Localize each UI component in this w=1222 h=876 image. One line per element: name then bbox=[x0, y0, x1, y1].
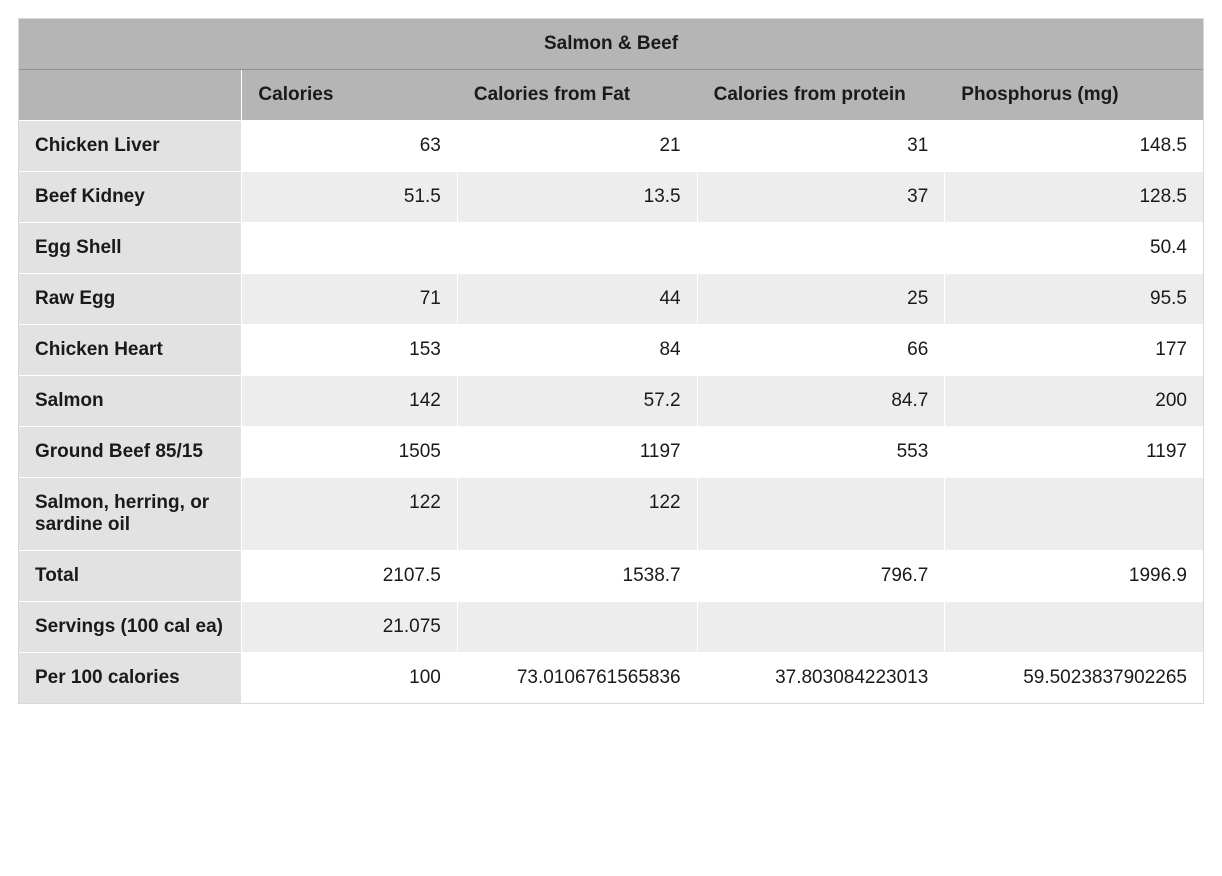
table-row: Ground Beef 85/15150511975531197 bbox=[19, 426, 1203, 477]
data-cell bbox=[242, 222, 457, 273]
row-label: Raw Egg bbox=[19, 273, 242, 324]
data-cell: 21.075 bbox=[242, 601, 457, 652]
col-header-calories: Calories bbox=[242, 70, 457, 120]
row-label: Salmon, herring, or sardine oil bbox=[19, 477, 242, 550]
data-cell: 1538.7 bbox=[458, 550, 698, 601]
data-cell: 57.2 bbox=[458, 375, 698, 426]
data-cell: 95.5 bbox=[945, 273, 1203, 324]
row-label: Ground Beef 85/15 bbox=[19, 426, 242, 477]
table-row: Salmon, herring, or sardine oil122122 bbox=[19, 477, 1203, 550]
row-label: Chicken Liver bbox=[19, 120, 242, 171]
data-cell bbox=[458, 222, 698, 273]
data-cell: 59.5023837902265 bbox=[945, 652, 1203, 703]
data-cell: 1996.9 bbox=[945, 550, 1203, 601]
data-cell: 153 bbox=[242, 324, 457, 375]
data-cell: 73.0106761565836 bbox=[458, 652, 698, 703]
data-cell: 142 bbox=[242, 375, 457, 426]
data-cell: 66 bbox=[698, 324, 946, 375]
data-cell bbox=[698, 222, 946, 273]
data-cell: 1505 bbox=[242, 426, 457, 477]
table-title-row: Salmon & Beef bbox=[19, 19, 1203, 70]
table-row: Total2107.51538.7796.71996.9 bbox=[19, 550, 1203, 601]
data-cell: 21 bbox=[458, 120, 698, 171]
data-cell: 71 bbox=[242, 273, 457, 324]
table-row: Chicken Heart1538466177 bbox=[19, 324, 1203, 375]
data-cell: 100 bbox=[242, 652, 457, 703]
col-header-calories-from-protein: Calories from protein bbox=[698, 70, 946, 120]
data-cell: 37 bbox=[698, 171, 946, 222]
data-cell: 31 bbox=[698, 120, 946, 171]
data-cell: 122 bbox=[458, 477, 698, 550]
data-cell: 25 bbox=[698, 273, 946, 324]
data-cell: 177 bbox=[945, 324, 1203, 375]
table-body: Chicken Liver632131148.5Beef Kidney51.51… bbox=[19, 120, 1203, 703]
nutrition-table: Salmon & Beef Calories Calories from Fat… bbox=[18, 18, 1204, 704]
row-label: Total bbox=[19, 550, 242, 601]
col-header-phosphorus: Phosphorus (mg) bbox=[945, 70, 1203, 120]
data-cell: 553 bbox=[698, 426, 946, 477]
data-cell: 122 bbox=[242, 477, 457, 550]
table-title: Salmon & Beef bbox=[19, 19, 1203, 70]
row-label: Chicken Heart bbox=[19, 324, 242, 375]
data-cell bbox=[945, 477, 1203, 550]
data-cell: 63 bbox=[242, 120, 457, 171]
row-label: Per 100 calories bbox=[19, 652, 242, 703]
header-empty bbox=[19, 70, 242, 120]
table-header-row: Calories Calories from Fat Calories from… bbox=[19, 70, 1203, 120]
data-cell: 37.803084223013 bbox=[698, 652, 946, 703]
data-cell: 200 bbox=[945, 375, 1203, 426]
data-cell bbox=[458, 601, 698, 652]
col-header-calories-from-fat: Calories from Fat bbox=[458, 70, 698, 120]
table-row: Servings (100 cal ea)21.075 bbox=[19, 601, 1203, 652]
data-cell bbox=[698, 601, 946, 652]
table-row: Salmon14257.284.7200 bbox=[19, 375, 1203, 426]
table-row: Raw Egg71442595.5 bbox=[19, 273, 1203, 324]
data-cell: 84.7 bbox=[698, 375, 946, 426]
data-cell: 84 bbox=[458, 324, 698, 375]
row-label: Salmon bbox=[19, 375, 242, 426]
data-cell: 148.5 bbox=[945, 120, 1203, 171]
table-row: Beef Kidney51.513.537128.5 bbox=[19, 171, 1203, 222]
data-cell: 1197 bbox=[945, 426, 1203, 477]
table-row: Per 100 calories10073.010676156583637.80… bbox=[19, 652, 1203, 703]
data-cell: 128.5 bbox=[945, 171, 1203, 222]
data-cell bbox=[945, 601, 1203, 652]
row-label: Beef Kidney bbox=[19, 171, 242, 222]
table-row: Chicken Liver632131148.5 bbox=[19, 120, 1203, 171]
data-cell: 50.4 bbox=[945, 222, 1203, 273]
data-cell: 44 bbox=[458, 273, 698, 324]
row-label: Egg Shell bbox=[19, 222, 242, 273]
data-cell: 1197 bbox=[458, 426, 698, 477]
table-row: Egg Shell 50.4 bbox=[19, 222, 1203, 273]
row-label: Servings (100 cal ea) bbox=[19, 601, 242, 652]
data-cell: 51.5 bbox=[242, 171, 457, 222]
data-cell: 2107.5 bbox=[242, 550, 457, 601]
data-cell bbox=[698, 477, 946, 550]
data-cell: 13.5 bbox=[458, 171, 698, 222]
data-cell: 796.7 bbox=[698, 550, 946, 601]
